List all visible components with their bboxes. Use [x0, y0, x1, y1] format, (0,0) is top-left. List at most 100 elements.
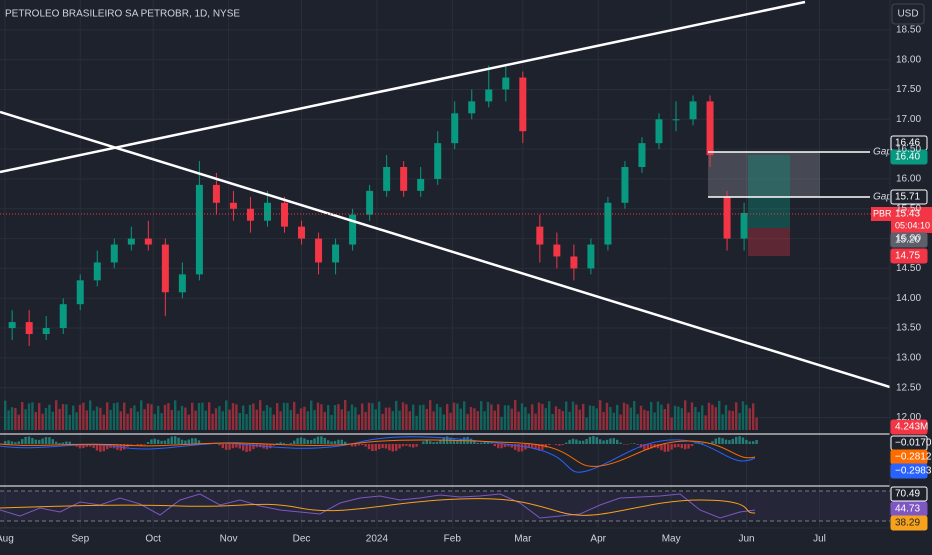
macd-bar	[310, 440, 312, 444]
candle-body	[536, 227, 543, 245]
volume-bar	[572, 402, 574, 430]
macd-bar	[276, 443, 278, 444]
candle-body	[162, 245, 169, 293]
volume-bar	[89, 400, 91, 430]
macd-bar	[371, 444, 373, 451]
volume-bar	[228, 410, 230, 430]
macd-bar	[735, 437, 737, 444]
volume-bar	[589, 405, 591, 430]
candle-body	[570, 256, 577, 268]
candle-body	[468, 101, 475, 113]
candle-body	[179, 274, 186, 292]
volume-bar	[524, 407, 526, 430]
volume-bar	[31, 402, 33, 430]
volume-bar	[483, 411, 485, 430]
macd-bar	[317, 437, 319, 444]
x-tick-label: Sep	[71, 534, 89, 545]
volume-bar	[660, 405, 662, 430]
macd-bar	[143, 444, 145, 445]
volume-bar	[674, 406, 676, 430]
macd-bar	[541, 444, 543, 450]
macd-bar	[562, 444, 564, 445]
macd-bar	[749, 441, 751, 444]
volume-bar	[487, 402, 489, 430]
y-tick-label: 17.00	[896, 114, 921, 125]
macd-bar	[691, 444, 693, 446]
volume-bar	[171, 410, 173, 430]
macd-bar	[11, 441, 13, 444]
volume-bar	[245, 414, 247, 430]
volume-bar	[477, 411, 479, 430]
volume-bar	[647, 411, 649, 430]
macd-bar	[147, 442, 149, 444]
volume-bar	[317, 403, 319, 430]
macd-bar	[7, 440, 9, 444]
candle-body	[60, 304, 67, 328]
volume-bar	[371, 403, 373, 430]
macd-bar	[52, 439, 54, 444]
volume-bar	[708, 403, 710, 430]
macd-bar	[589, 437, 591, 444]
candle-body	[451, 113, 458, 143]
macd-bar	[426, 440, 428, 444]
macd-bar	[565, 443, 567, 444]
candle-body	[94, 262, 101, 280]
volume-bar	[18, 415, 20, 430]
volume-bar	[633, 401, 635, 430]
volume-bar	[82, 403, 84, 430]
macd-bar	[21, 439, 23, 444]
volume-bar	[432, 411, 434, 430]
macd-bar	[626, 444, 628, 445]
macd-bar	[164, 440, 166, 444]
macd-bar	[555, 444, 557, 445]
volume-bar	[79, 405, 81, 430]
macd-bar	[623, 444, 625, 445]
macd-bar	[334, 441, 336, 444]
volume-bar	[198, 403, 200, 430]
volume-bar	[562, 411, 564, 430]
candle-body	[111, 245, 118, 263]
volume-bar	[123, 403, 125, 430]
macd-bar	[4, 441, 6, 444]
target-zone	[748, 155, 790, 228]
volume-bar	[174, 400, 176, 430]
macd-bar	[558, 444, 560, 446]
volume-bar	[470, 407, 472, 430]
macd-bar	[402, 444, 404, 446]
volume-bar	[691, 402, 693, 430]
macd-bar	[160, 441, 162, 444]
volume-bar	[222, 411, 224, 430]
volume-bar	[52, 412, 54, 430]
macd-bar	[194, 438, 196, 444]
macd-bar	[58, 443, 60, 444]
macd-bar	[69, 442, 71, 444]
volume-bar	[497, 404, 499, 430]
candle-body	[553, 245, 560, 257]
macd-bar	[494, 444, 496, 446]
candle-body	[485, 89, 492, 101]
macd-bar	[412, 444, 414, 448]
candle-body	[264, 203, 271, 221]
volume-bar	[269, 407, 271, 430]
volume-bar	[184, 408, 186, 430]
x-tick-label: Dec	[293, 534, 311, 545]
volume-bar	[398, 411, 400, 430]
candle-body	[26, 322, 33, 334]
volume-bar	[626, 404, 628, 430]
macd-bar	[480, 443, 482, 444]
volume-bar	[412, 405, 414, 430]
volume-bar	[630, 408, 632, 430]
volume-bar	[677, 407, 679, 430]
macd-bar	[364, 444, 366, 447]
volume-bar	[521, 403, 523, 430]
macd-bar	[239, 444, 241, 449]
macd-bar	[150, 439, 152, 444]
candle-body	[281, 203, 288, 227]
volume-bar	[667, 404, 669, 430]
volume-bar	[388, 407, 390, 430]
volume-bar	[41, 414, 43, 430]
macd-bar	[184, 440, 186, 444]
volume-bar	[337, 404, 339, 430]
volume-bar	[262, 411, 264, 430]
